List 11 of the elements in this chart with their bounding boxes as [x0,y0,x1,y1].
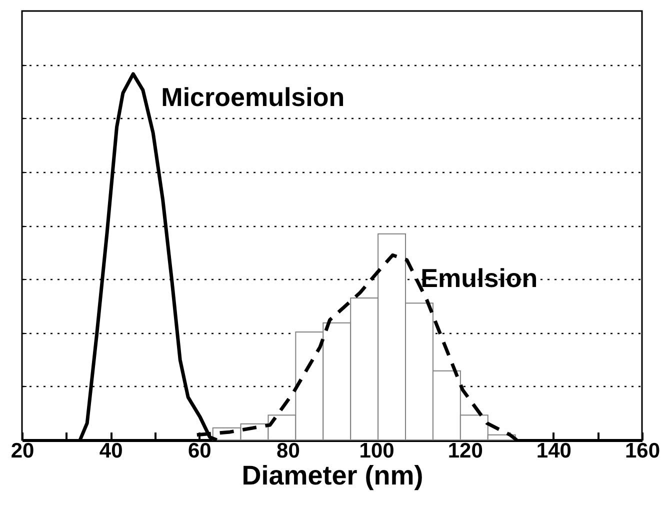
x-tick-label: 40 [99,440,123,462]
x-tick-label: 20 [10,440,34,462]
series-label: Microemulsion [161,82,345,112]
x-tick-label: 60 [188,440,212,462]
x-axis-title: Diameter (nm) [242,460,424,490]
series-label: Emulsion [420,263,538,294]
x-tick-label: 160 [624,440,660,462]
x-tick-label: 120 [448,440,483,462]
x-tick-label: 100 [359,440,394,462]
x-tick-label: 80 [276,440,300,462]
x-tick-label: 140 [536,440,572,462]
